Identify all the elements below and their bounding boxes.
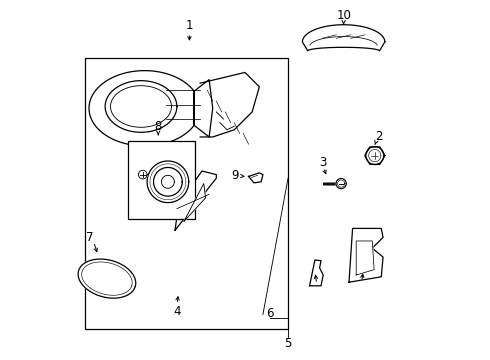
Bar bbox=[128, 140, 195, 220]
Text: 3: 3 bbox=[319, 156, 327, 169]
Polygon shape bbox=[175, 171, 216, 230]
Text: 9: 9 bbox=[232, 169, 239, 182]
Polygon shape bbox=[139, 170, 147, 179]
Polygon shape bbox=[248, 173, 263, 183]
Polygon shape bbox=[184, 184, 205, 221]
Polygon shape bbox=[89, 71, 213, 146]
Polygon shape bbox=[200, 72, 259, 137]
Text: 2: 2 bbox=[375, 130, 383, 144]
Text: 10: 10 bbox=[336, 9, 351, 22]
Bar bbox=[85, 58, 288, 329]
Polygon shape bbox=[105, 81, 177, 132]
Text: 8: 8 bbox=[154, 121, 162, 134]
Polygon shape bbox=[111, 86, 172, 127]
Text: 7: 7 bbox=[86, 231, 94, 244]
Polygon shape bbox=[368, 149, 381, 162]
Polygon shape bbox=[338, 180, 344, 187]
Polygon shape bbox=[78, 259, 136, 298]
Polygon shape bbox=[161, 175, 174, 188]
Polygon shape bbox=[336, 179, 346, 189]
Polygon shape bbox=[147, 161, 189, 203]
Text: 6: 6 bbox=[267, 307, 274, 320]
Polygon shape bbox=[310, 260, 323, 286]
Polygon shape bbox=[366, 147, 384, 165]
Polygon shape bbox=[349, 228, 383, 282]
Text: 1: 1 bbox=[186, 19, 193, 32]
Text: 4: 4 bbox=[173, 305, 181, 318]
Text: 5: 5 bbox=[284, 337, 292, 350]
Polygon shape bbox=[302, 25, 385, 51]
Polygon shape bbox=[153, 167, 182, 196]
Polygon shape bbox=[356, 241, 374, 275]
